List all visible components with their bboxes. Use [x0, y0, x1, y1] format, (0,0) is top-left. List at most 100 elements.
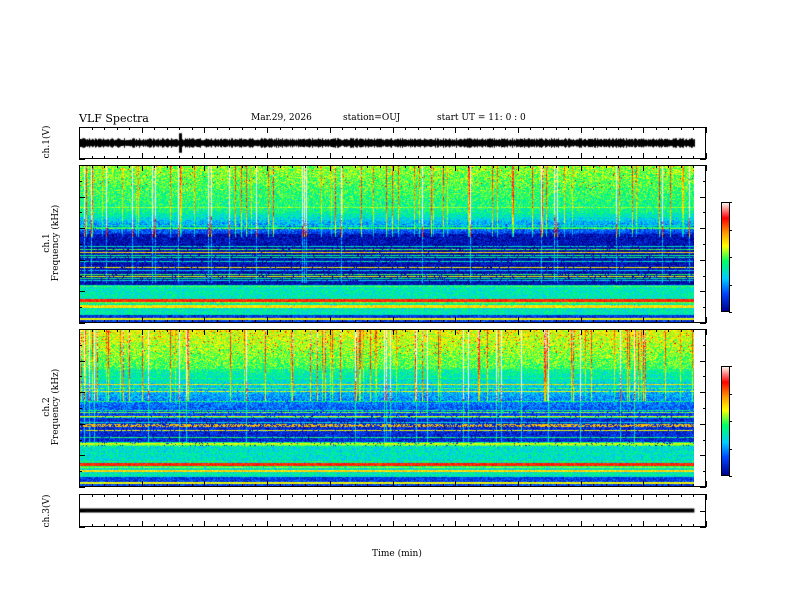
x-tick-mark-bottom-ch2-spectrogram [354, 484, 356, 487]
x-tick-mark-bottom-ch1-waveform [593, 156, 595, 159]
x-tick-mark-bottom-ch1-spectrogram [329, 317, 331, 323]
x-tick-mark-bottom-ch1-waveform [492, 156, 494, 159]
x-tick-mark-bottom-ch1-waveform [568, 156, 570, 159]
y-minor-tick-ch2-spectrogram [79, 360, 82, 362]
x-tick-mark-top-ch2-spectrogram [242, 329, 244, 332]
x-tick-mark-bottom-ch1-spectrogram [292, 320, 294, 323]
x-tick-mark-top-ch3-waveform [216, 494, 218, 497]
x-tick-mark-top-ch1-spectrogram [154, 165, 156, 168]
y-minor-tick-right-ch2-spectrogram [703, 329, 706, 330]
x-tick-mark-bottom-ch3-waveform [292, 524, 294, 527]
x-tick-mark-bottom-ch2-spectrogram [304, 484, 306, 487]
x-tick-mark-bottom-ch3-waveform [580, 521, 582, 527]
x-tick-mark-bottom-ch2-spectrogram [216, 484, 218, 487]
x-tick-mark-bottom-ch1-spectrogram [568, 320, 570, 323]
x-tick-mark-bottom-ch1-waveform [455, 153, 457, 159]
y-minor-tick-ch1-spectrogram [79, 212, 82, 214]
figure-title: VLF Spectra [79, 112, 149, 125]
x-tick-mark-bottom-ch2-spectrogram [455, 481, 457, 487]
x-tick-mark-top-ch2-spectrogram [204, 329, 206, 335]
x-tick-mark-top-ch1-spectrogram [191, 165, 193, 168]
x-tick-mark-bottom-ch1-spectrogram [367, 320, 369, 323]
y-minor-tick-ch1-spectrogram [79, 196, 82, 198]
x-tick-mark-bottom-ch3-waveform [229, 524, 231, 527]
y-minor-tick-right-ch2-spectrogram [703, 423, 706, 425]
x-tick-mark-top-ch1-waveform [116, 127, 118, 130]
ch3-waveform-trace [80, 495, 705, 526]
x-tick-mark-top-ch1-waveform [79, 127, 80, 133]
x-tick-mark-bottom-ch3-waveform [392, 521, 394, 527]
x-tick-mark-top-ch3-waveform [417, 494, 419, 497]
x-tick-mark-top-ch2-spectrogram [643, 329, 645, 335]
x-tick-mark-top-ch2-spectrogram [580, 329, 582, 335]
y-minor-tick-right-ch2-spectrogram [703, 487, 706, 488]
x-tick-mark-top-ch3-waveform [279, 494, 281, 497]
x-tick-mark-bottom-ch1-waveform [517, 153, 519, 159]
x-tick-mark-top-ch1-waveform [342, 127, 344, 130]
x-tick-mark-bottom-ch1-waveform [417, 156, 419, 159]
x-tick-mark-bottom-ch1-waveform [367, 156, 369, 159]
x-tick-mark-top-ch1-spectrogram [480, 165, 482, 168]
x-tick-mark-top-ch2-spectrogram [517, 329, 519, 335]
x-tick-mark-top-ch3-waveform [517, 494, 519, 500]
x-tick-mark-top-ch3-waveform [392, 494, 394, 500]
x-tick-mark-bottom-ch3-waveform [342, 524, 344, 527]
x-tick-mark-bottom-ch3-waveform [505, 524, 507, 527]
x-tick-mark-top-ch1-waveform [480, 127, 482, 130]
x-tick-mark-top-ch2-spectrogram [680, 329, 682, 332]
x-tick-mark-bottom-ch1-waveform [216, 156, 218, 159]
ch2-spectrogram-image [80, 330, 694, 486]
x-tick-mark-bottom-ch1-waveform [405, 156, 407, 159]
x-tick-mark-bottom-ch1-spectrogram [129, 320, 131, 323]
x-tick-mark-bottom-ch2-spectrogram [154, 484, 156, 487]
x-tick-mark-bottom-ch1-waveform [706, 153, 707, 159]
x-tick-mark-bottom-ch2-spectrogram [555, 484, 557, 487]
x-tick-mark-bottom-ch1-waveform [166, 156, 168, 159]
colorbar-tick-mark [729, 202, 732, 203]
x-tick-mark-top-ch1-waveform [304, 127, 306, 130]
x-tick-mark-top-ch1-waveform [530, 127, 532, 130]
x-tick-mark-top-ch3-waveform [655, 494, 657, 497]
x-tick-mark-top-ch1-spectrogram [91, 165, 93, 168]
x-tick-mark-bottom-ch1-waveform [179, 156, 181, 159]
x-tick-mark-bottom-ch3-waveform [204, 521, 206, 527]
x-tick-mark-bottom-ch1-waveform [430, 156, 432, 159]
x-tick-mark-bottom-ch3-waveform [680, 524, 682, 527]
y-minor-tick-right-ch2-spectrogram [703, 392, 706, 394]
x-tick-mark-top-ch1-spectrogram [492, 165, 494, 168]
x-tick-mark-top-ch3-waveform [141, 494, 143, 500]
x-tick-mark-top-ch1-waveform [605, 127, 607, 130]
x-tick-mark-top-ch1-spectrogram [329, 165, 331, 171]
x-tick-mark-bottom-ch2-spectrogram [542, 484, 544, 487]
x-tick-mark-bottom-ch1-spectrogram [116, 320, 118, 323]
x-tick-mark-bottom-ch1-waveform [655, 156, 657, 159]
x-tick-mark-bottom-ch1-waveform [643, 153, 645, 159]
x-tick-mark-top-ch2-spectrogram [129, 329, 131, 332]
x-tick-mark-bottom-ch1-waveform [129, 156, 131, 159]
y-tick-mark-ch1-spectrogram [79, 228, 85, 230]
colorbar-tick-mark [729, 229, 732, 231]
x-tick-mark-bottom-ch2-spectrogram [417, 484, 419, 487]
x-tick-mark-top-ch3-waveform [191, 494, 193, 497]
x-tick-mark-top-ch3-waveform [480, 494, 482, 497]
y-tick-mark-right-ch3-waveform [700, 494, 706, 495]
x-tick-mark-bottom-ch1-spectrogram [480, 320, 482, 323]
x-tick-mark-top-ch2-spectrogram [593, 329, 595, 332]
y-tick-mark-right-ch1-waveform [700, 159, 706, 160]
y-minor-tick-ch2-spectrogram [79, 408, 82, 409]
x-tick-mark-top-ch1-spectrogram [593, 165, 595, 168]
y-minor-tick-ch2-spectrogram [79, 392, 82, 394]
x-tick-mark-top-ch2-spectrogram [229, 329, 231, 332]
x-tick-mark-bottom-ch2-spectrogram [116, 484, 118, 487]
y-minor-tick-ch1-spectrogram [79, 307, 82, 309]
x-tick-mark-bottom-ch3-waveform [79, 521, 80, 527]
x-tick-mark-bottom-ch3-waveform [668, 524, 670, 527]
x-tick-mark-bottom-ch1-waveform [204, 153, 206, 159]
x-tick-mark-top-ch3-waveform [530, 494, 532, 497]
x-tick-mark-bottom-ch1-spectrogram [430, 320, 432, 323]
x-tick-mark-bottom-ch3-waveform [417, 524, 419, 527]
x-tick-mark-bottom-ch3-waveform [317, 524, 319, 527]
x-tick-mark-bottom-ch2-spectrogram [605, 484, 607, 487]
x-tick-mark-bottom-ch2-spectrogram [405, 484, 407, 487]
